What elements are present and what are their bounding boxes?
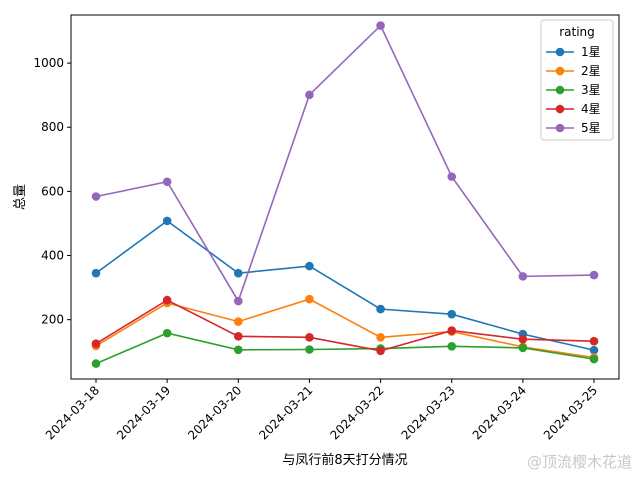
x-axis: 2024-03-18 2024-03-19 2024-03-20 2024-03-21… <box>43 379 600 442</box>
data-point <box>233 317 243 326</box>
legend-entry: 4星 <box>581 102 601 116</box>
data-point <box>305 90 314 100</box>
x-axis-label: 与凤行前8天打分情况 <box>282 452 407 468</box>
data-point <box>376 304 385 314</box>
series-line <box>95 24 595 303</box>
series-5 <box>91 21 599 306</box>
plot-area <box>70 14 620 380</box>
data-point <box>447 309 457 319</box>
legend: rating 1星 2星 3星 4星 5星 <box>540 19 614 141</box>
x-tick-label: 2024-03-18 <box>43 383 102 442</box>
legend-entry: 1星 <box>581 45 601 59</box>
data-point <box>589 345 599 355</box>
data-point <box>589 354 599 364</box>
y-axis-label: 总量 <box>13 184 28 210</box>
x-tick-label: 2024-03-25 <box>541 383 600 442</box>
legend-entry: 5星 <box>581 121 601 135</box>
data-point <box>91 359 101 368</box>
data-point <box>162 295 172 305</box>
series-line <box>95 219 595 351</box>
x-tick-label: 2024-03-19 <box>114 383 173 442</box>
legend-swatch-marker <box>555 66 565 76</box>
legend-swatch-marker <box>555 85 565 95</box>
legend-entry: 2星 <box>581 64 601 78</box>
data-point <box>518 272 528 281</box>
data-point <box>447 172 457 181</box>
y-tick-label: 200 <box>41 313 64 327</box>
series-group <box>91 21 599 368</box>
y-tick-label: 1000 <box>33 56 64 70</box>
legend-swatch-marker <box>555 123 565 133</box>
y-axis: 200 400 600 800 1000 <box>33 56 71 327</box>
y-tick-label: 400 <box>41 249 64 263</box>
data-point <box>233 332 243 341</box>
x-tick-label: 2024-03-23 <box>399 383 458 442</box>
data-point <box>376 333 385 342</box>
data-point <box>162 328 172 338</box>
series-4 <box>91 295 599 356</box>
watermark: @顶流樱木花道 <box>526 453 632 471</box>
legend-entry: 3星 <box>581 83 601 97</box>
plot-frame <box>70 14 620 380</box>
x-tick-label: 2024-03-20 <box>185 383 244 442</box>
legend-swatch-marker <box>555 47 565 57</box>
series-1 <box>91 216 599 355</box>
data-point <box>376 346 385 356</box>
legend-title: rating <box>559 25 595 39</box>
legend-swatch-marker <box>555 104 565 114</box>
data-point <box>305 333 314 342</box>
data-point <box>91 268 101 278</box>
x-tick-label: 2024-03-24 <box>470 383 529 442</box>
data-point <box>162 216 172 226</box>
data-point <box>233 296 243 306</box>
data-point <box>518 343 528 353</box>
data-point <box>447 341 457 351</box>
data-point <box>376 21 385 30</box>
data-point <box>91 192 101 201</box>
data-point <box>447 326 457 335</box>
y-tick-label: 800 <box>41 120 64 134</box>
data-point <box>589 336 599 346</box>
data-point <box>589 270 599 280</box>
data-point <box>91 339 101 349</box>
data-point <box>305 345 314 354</box>
data-point <box>305 294 314 304</box>
x-tick-label: 2024-03-22 <box>327 383 386 442</box>
x-tick-label: 2024-03-21 <box>256 383 315 442</box>
data-point <box>305 261 314 271</box>
data-point <box>518 334 528 344</box>
series-line <box>95 332 595 365</box>
data-point <box>233 345 243 355</box>
series-line <box>95 299 595 352</box>
y-tick-label: 600 <box>41 184 64 198</box>
data-point <box>233 268 243 278</box>
data-point <box>162 177 172 187</box>
